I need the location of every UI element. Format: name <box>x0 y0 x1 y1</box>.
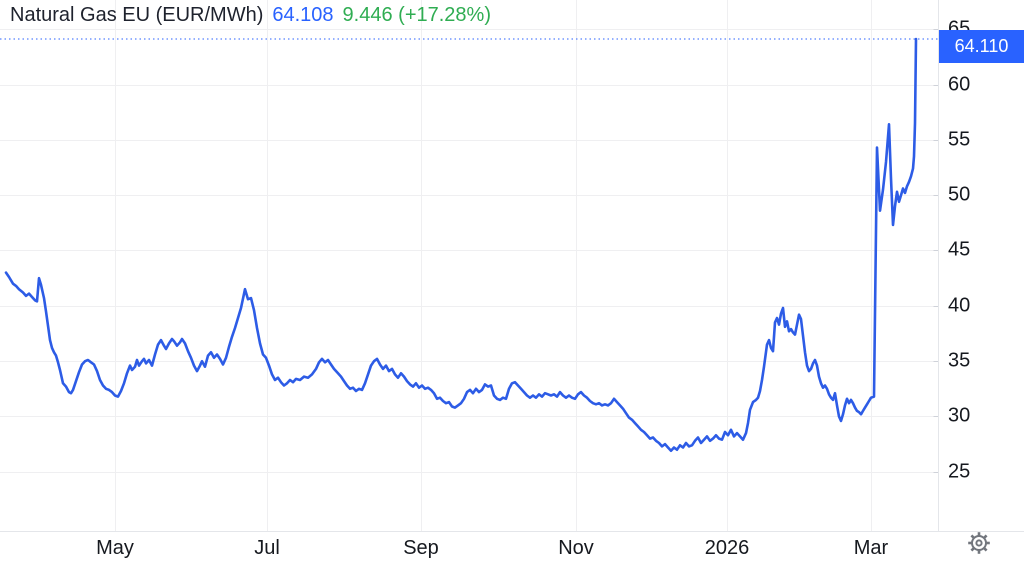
time-axis-label: Sep <box>403 537 439 559</box>
time-axis-label: Nov <box>558 537 594 559</box>
time-axis-label: Mar <box>853 537 889 559</box>
time-axis-label: May <box>96 537 134 559</box>
price-axis-label: 30 <box>948 404 971 427</box>
current-price-tag-value: 64.110 <box>954 36 1009 56</box>
current-price-tag: 64.110 <box>939 30 1024 63</box>
price-line-series[interactable] <box>4 37 918 453</box>
symbol-title: Natural Gas EU (EUR/MWh) <box>10 4 264 26</box>
price-axis-label: 45 <box>948 238 971 261</box>
price-axis-label: 35 <box>948 349 971 372</box>
time-axis-label: 2026 <box>704 537 750 559</box>
price-axis-label: 60 <box>948 73 971 95</box>
time-axis-label: Jul <box>254 537 280 559</box>
settings-gear-icon[interactable] <box>966 530 992 556</box>
price-axis-label: 55 <box>948 128 971 151</box>
price-axis-label: 50 <box>948 183 971 206</box>
price-axis-label: 40 <box>948 294 971 317</box>
price-axis-label: 25 <box>948 460 971 483</box>
last-price-value: 64.108 <box>272 4 334 26</box>
price-change-value: 9.446 (+17.28%) <box>342 4 491 26</box>
chart-header: Natural Gas EU (EUR/MWh) 64.108 9.446 (+… <box>10 4 491 27</box>
